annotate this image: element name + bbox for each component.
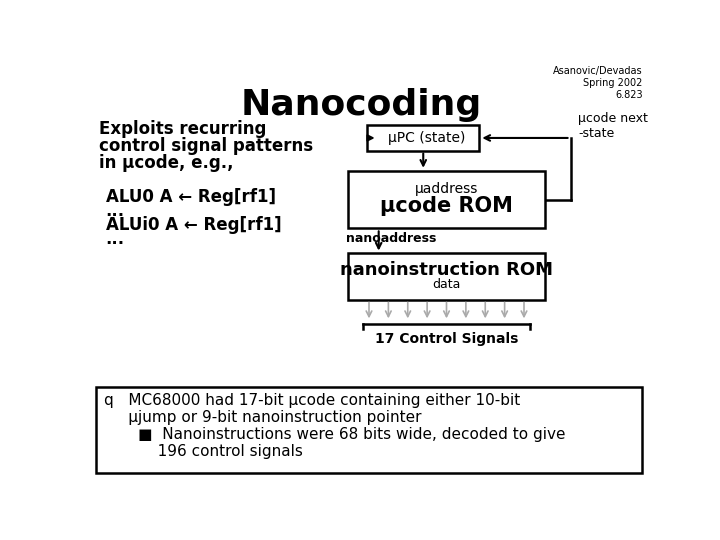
Text: 196 control signals: 196 control signals [104, 444, 303, 458]
Text: ...: ... [106, 202, 125, 220]
Text: Exploits recurring: Exploits recurring [99, 120, 266, 138]
Text: data: data [432, 278, 461, 291]
Text: μaddress: μaddress [415, 182, 478, 196]
Polygon shape [367, 135, 373, 141]
Text: in μcode, e.g.,: in μcode, e.g., [99, 154, 234, 172]
Text: μcode next
-state: μcode next -state [578, 112, 648, 140]
Text: ALU0 A ← Reg[rf1]: ALU0 A ← Reg[rf1] [106, 188, 276, 206]
Text: Asanovic/Devadas
Spring 2002
6.823: Asanovic/Devadas Spring 2002 6.823 [553, 66, 642, 99]
Text: control signal patterns: control signal patterns [99, 137, 313, 155]
Bar [96, 387, 642, 473]
Text: μcode ROM: μcode ROM [380, 195, 513, 215]
Text: ALUi0 A ← Reg[rf1]: ALUi0 A ← Reg[rf1] [106, 215, 281, 234]
Text: q   MC68000 had 17-bit μcode containing either 10-bit: q MC68000 had 17-bit μcode containing ei… [104, 393, 521, 408]
Bar [367, 125, 480, 151]
Bar [348, 171, 545, 228]
Text: ...: ... [106, 230, 125, 247]
Text: nanoinstruction ROM: nanoinstruction ROM [340, 261, 553, 279]
Text: 17 Control Signals: 17 Control Signals [375, 332, 518, 346]
Text: μPC (state): μPC (state) [388, 131, 466, 145]
Bar [348, 253, 545, 300]
Text: μjump or 9-bit nanoinstruction pointer: μjump or 9-bit nanoinstruction pointer [104, 410, 421, 425]
Text: Nanocoding: Nanocoding [240, 88, 482, 122]
Text: nanoaddress: nanoaddress [346, 232, 436, 245]
Text: ■  Nanoinstructions were 68 bits wide, decoded to give: ■ Nanoinstructions were 68 bits wide, de… [104, 427, 565, 442]
